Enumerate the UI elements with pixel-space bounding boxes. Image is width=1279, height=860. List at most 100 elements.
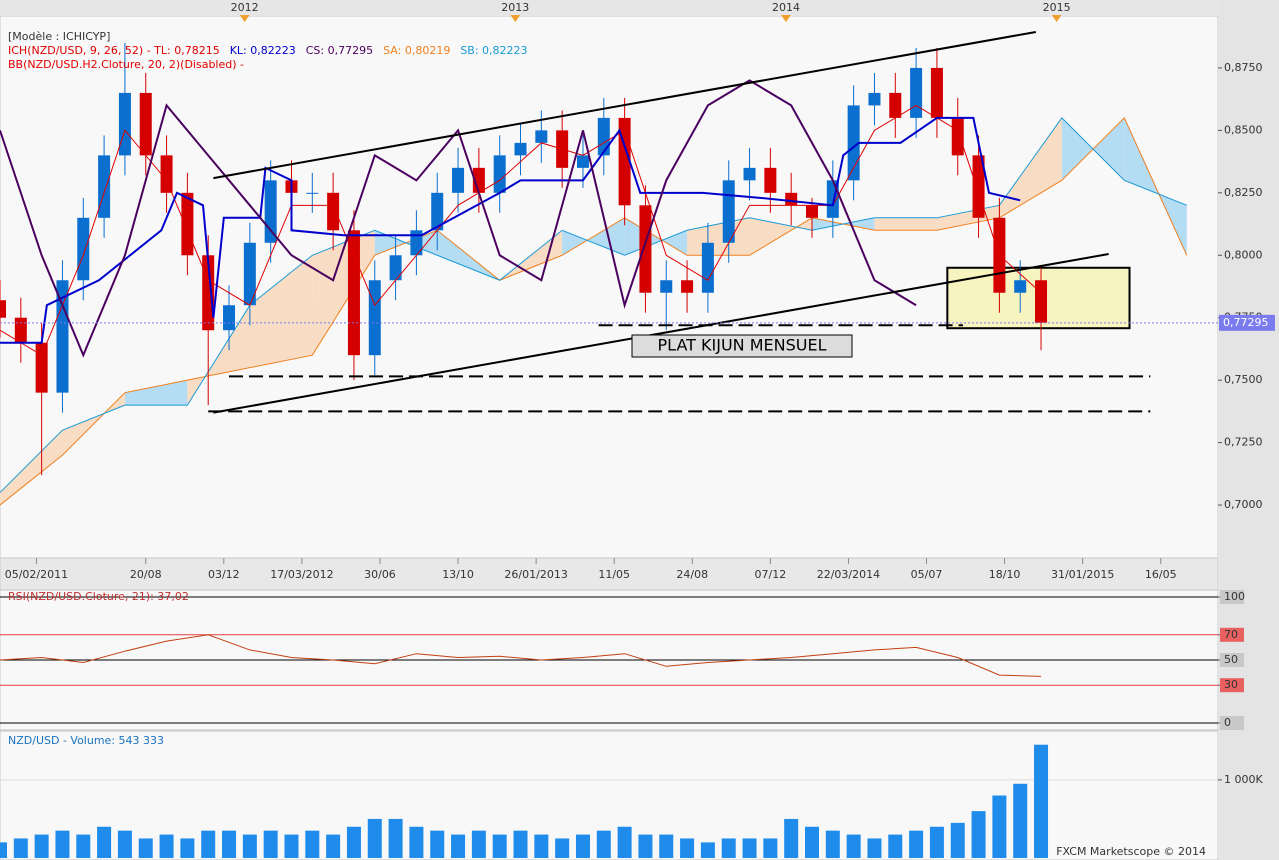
chikou-line: [0, 79, 917, 358]
volume-bar: [263, 830, 278, 858]
candle-body: [98, 155, 111, 218]
volume-bar: [555, 838, 570, 858]
cloud: [999, 117, 1062, 218]
legend-entry: SA: 0,80219: [383, 44, 450, 57]
volume-bar: [492, 834, 507, 858]
volume-bar: [680, 838, 695, 858]
cloud: [0, 430, 63, 506]
candle-body: [764, 167, 777, 193]
candle-body: [181, 192, 194, 256]
y-tick-label: 0,8500: [1224, 123, 1263, 136]
x-tick-label: 20/08: [130, 568, 162, 581]
candle-body: [264, 180, 277, 243]
volume-bar: [0, 842, 7, 858]
candle-body: [930, 67, 943, 118]
rsi-title: RSI(NZD/USD.Cloture, 21): 37,02: [8, 590, 189, 603]
x-tick-label: 18/10: [989, 568, 1021, 581]
candle-body: [681, 280, 694, 293]
annotation-box: [631, 334, 853, 358]
volume-bar: [700, 842, 715, 858]
volume-title: NZD/USD - Volume: 543 333: [8, 734, 164, 747]
candle-body: [223, 305, 236, 331]
volume-bar: [180, 838, 195, 858]
candle-body: [660, 280, 673, 293]
y-tick-label-bg: [1220, 590, 1244, 604]
candle-body: [243, 242, 256, 306]
candle-body: [889, 92, 902, 118]
y-tick-label-bg: [1220, 627, 1244, 642]
volume-bar: [1034, 744, 1049, 858]
candle-body: [431, 192, 444, 231]
volume-bar: [159, 834, 174, 858]
x-tick-label: 05/07: [911, 568, 943, 581]
volume-bar: [784, 818, 799, 858]
volume-bar: [13, 838, 28, 858]
candle-body: [389, 255, 402, 281]
volume-bar: [825, 830, 840, 858]
cloud: [249, 255, 313, 368]
candle-body: [0, 300, 6, 318]
volume-bar: [617, 826, 632, 858]
volume-bar: [513, 830, 528, 858]
volume-bar: [1013, 783, 1028, 858]
volume-bar: [659, 834, 674, 858]
candle-body: [722, 180, 735, 243]
y-tick-label-bg: [1220, 716, 1244, 730]
y-tick-label: 50: [1224, 653, 1238, 666]
y-tick-label: 100: [1224, 590, 1245, 603]
volume-bar: [846, 834, 861, 858]
volume-bar: [575, 834, 590, 858]
y-tick-label: 0: [1224, 716, 1231, 729]
span-b: [0, 117, 1187, 493]
candle-body: [576, 155, 589, 168]
footer: FXCM Marketscope © 2014: [1056, 845, 1206, 858]
volume-bar: [888, 834, 903, 858]
year-marker: [239, 15, 250, 22]
candle-body: [785, 192, 798, 206]
volume-bar: [409, 826, 424, 858]
volume-bar: [242, 834, 257, 858]
volume-bar: [97, 826, 112, 858]
x-tick-label: 24/08: [676, 568, 708, 581]
last-price-label: 0,77295: [1223, 316, 1269, 329]
y-tick-label-bg: [1220, 678, 1244, 693]
span-a: [0, 117, 1188, 506]
volume-bar: [346, 826, 361, 858]
candle-body: [743, 167, 756, 181]
candle-body: [868, 92, 881, 106]
annotation: PLAT KIJUN MENSUEL: [658, 336, 827, 355]
candle-body: [410, 230, 423, 256]
candle-body: [35, 342, 48, 393]
y-tick-label: 0,7250: [1224, 436, 1263, 449]
rsi-line: [0, 634, 1042, 677]
model-label: [Modèle : ICHICYP]: [8, 30, 110, 43]
volume-bar: [867, 838, 882, 858]
y-tick-label-bg: [1220, 653, 1244, 667]
candle-body: [535, 130, 548, 143]
year-marker: [1051, 15, 1062, 22]
volume-bar: [721, 838, 736, 858]
volume-bar: [742, 838, 757, 858]
volume-bar: [596, 830, 611, 858]
cloud: [374, 230, 438, 256]
cloud: [874, 217, 937, 231]
candle-body: [139, 92, 152, 156]
volume-bar: [76, 834, 91, 858]
year-label: 2013: [501, 1, 529, 14]
candle-body: [597, 117, 610, 156]
candle-body: [514, 142, 527, 156]
volume-bar: [471, 830, 486, 858]
candle-body: [910, 67, 923, 118]
candle-body: [347, 230, 360, 356]
volume-bar: [430, 830, 445, 858]
y-tick-label: 0,8750: [1224, 61, 1263, 74]
volume-bar: [305, 830, 320, 858]
candle-body: [639, 205, 652, 293]
volume-bar: [971, 811, 986, 858]
y-tick-label: 30: [1224, 678, 1238, 691]
x-tick-label: 30/06: [364, 568, 396, 581]
x-tick-label: 16/05: [1145, 568, 1177, 581]
year-strip: [0, 0, 1218, 16]
x-tick-label: 17/03/2012: [270, 568, 333, 581]
